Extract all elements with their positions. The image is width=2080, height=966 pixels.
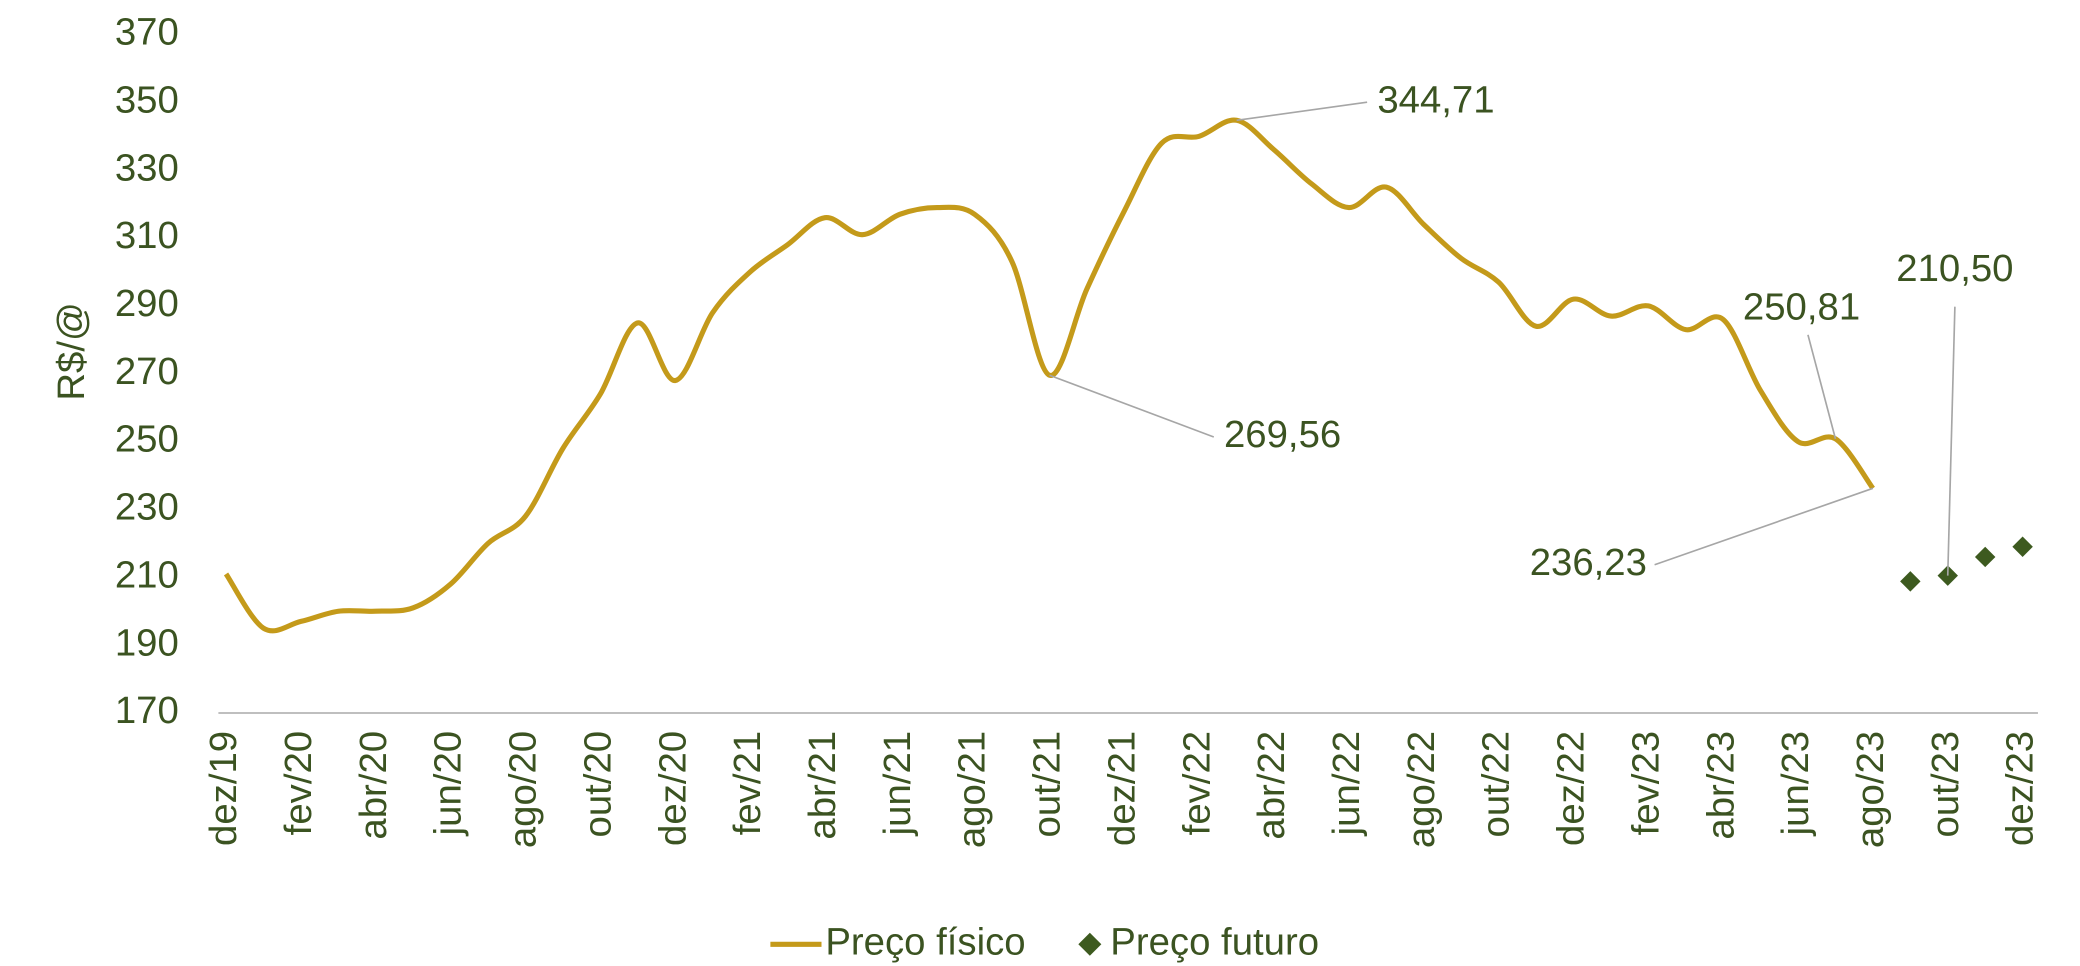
- leader-line: [1807, 334, 1837, 440]
- x-tick-label: dez/21: [1100, 731, 1143, 846]
- x-tick-label: ago/23: [1849, 731, 1892, 848]
- x-tick-label: out/21: [1026, 731, 1069, 838]
- x-tick-label: jun/22: [1325, 731, 1368, 836]
- y-tick-label: 170: [115, 689, 179, 732]
- x-tick-label: ago/21: [951, 731, 994, 848]
- y-tick-label: 330: [115, 146, 179, 189]
- x-tick-label: out/23: [1924, 731, 1967, 838]
- x-tick-label: ago/20: [502, 731, 545, 848]
- y-axis-label: R$/@: [50, 302, 93, 401]
- y-tick-label: 270: [115, 350, 179, 393]
- marker: [1974, 546, 1996, 568]
- x-tick-label: abr/22: [1250, 731, 1293, 840]
- x-tick-label: dez/19: [202, 731, 245, 846]
- x-tick-label: abr/21: [801, 731, 844, 840]
- x-tick-label: ago/22: [1400, 731, 1443, 848]
- leader-line: [1236, 101, 1368, 122]
- y-tick-label: 290: [115, 282, 179, 325]
- marker: [2012, 536, 2033, 557]
- y-tick-label: 310: [115, 214, 179, 257]
- x-tick-label: fev/21: [726, 731, 769, 835]
- y-tick-label: 370: [115, 11, 179, 54]
- y-tick-label: 190: [115, 621, 179, 664]
- x-tick-label: fev/23: [1624, 731, 1667, 835]
- x-tick-label: fev/22: [1175, 731, 1218, 835]
- y-tick-label: 230: [115, 486, 179, 529]
- y-tick-label: 210: [115, 553, 179, 596]
- legend-label: Preço futuro: [1110, 920, 1319, 963]
- x-tick-label: abr/20: [352, 731, 395, 840]
- x-tick-label: out/22: [1475, 731, 1518, 838]
- data-label: 250,81: [1743, 285, 1860, 328]
- leader-line: [1654, 487, 1874, 566]
- legend-label: Preço físico: [825, 920, 1025, 963]
- marker: [1900, 571, 1921, 592]
- x-tick-label: dez/22: [1550, 731, 1593, 846]
- x-tick-label: dez/23: [1999, 731, 2042, 846]
- data-label: 210,50: [1896, 247, 2013, 290]
- x-tick-label: jun/20: [427, 731, 470, 836]
- data-label: 236,23: [1530, 541, 1647, 584]
- leader-line: [1946, 306, 1956, 576]
- data-label: 269,56: [1224, 413, 1341, 456]
- x-tick-label: abr/23: [1699, 731, 1742, 840]
- leader-line: [1049, 374, 1215, 438]
- y-tick-label: 350: [115, 78, 179, 121]
- x-tick-label: fev/20: [277, 731, 320, 835]
- data-label: 344,71: [1377, 78, 1494, 121]
- x-tick-label: jun/23: [1774, 731, 1817, 836]
- legend-marker: [1078, 932, 1102, 956]
- y-tick-label: 250: [115, 418, 179, 461]
- x-tick-label: dez/20: [651, 731, 694, 846]
- line: [223, 117, 1875, 634]
- x-tick-label: jun/21: [876, 731, 919, 836]
- x-tick-label: out/20: [576, 731, 619, 838]
